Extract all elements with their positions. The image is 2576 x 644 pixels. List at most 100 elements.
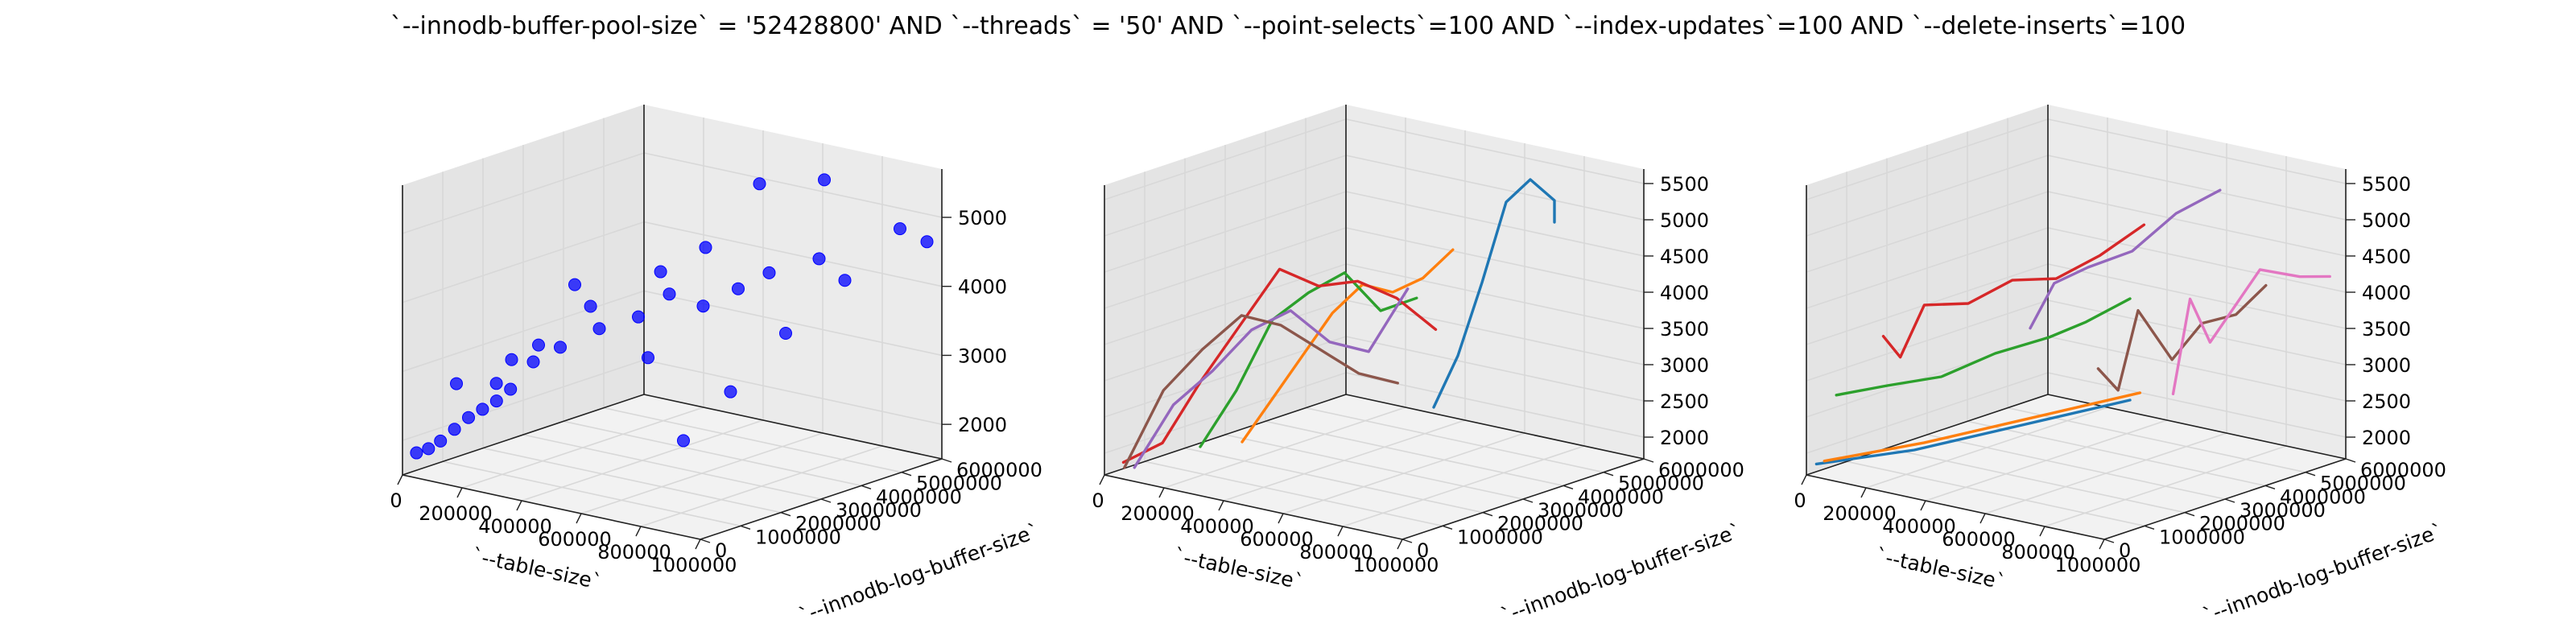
y-tick-mark	[2144, 525, 2155, 530]
z-tick-label: 3000	[1660, 354, 1709, 377]
z-gridline-back	[2047, 299, 2347, 365]
z-tick-label: 2000	[958, 414, 1007, 436]
z-gridline-side	[1806, 155, 2049, 237]
scatter-point	[724, 385, 737, 398]
x-tick-label: 1000000	[651, 554, 737, 576]
series-line-5	[1133, 287, 1410, 469]
x-tick-label: 600000	[1942, 528, 2016, 551]
scatter-point	[554, 341, 567, 354]
scatter-point	[410, 446, 423, 460]
x-tick-label: 800000	[2001, 541, 2075, 564]
z-tick-label: 5500	[2362, 173, 2411, 196]
z-gridline-side	[1806, 191, 2049, 273]
x-axis-line	[402, 474, 701, 540]
y-gridline-floor	[1224, 434, 1524, 500]
y-tick-label: 3000000	[1538, 499, 1624, 522]
back-pane	[644, 105, 942, 459]
z-gridline-back	[1345, 191, 1645, 257]
x-tick-mark	[1979, 513, 1986, 524]
z-tick-label: 5500	[1660, 173, 1709, 196]
scatter-point	[448, 423, 461, 436]
x-tick-label: 200000	[1121, 502, 1195, 525]
x-axis-line	[1104, 474, 1403, 540]
z-tick-label: 4000	[958, 276, 1007, 299]
y-tick-mark	[1603, 472, 1614, 477]
scatter-point	[505, 353, 518, 366]
z-gridline-back	[2047, 372, 2347, 438]
z-tick-label: 2000	[2362, 427, 2411, 449]
z-gridline-back	[2047, 118, 2347, 184]
scatter-point	[584, 299, 597, 313]
z-gridline-side	[1104, 263, 1347, 345]
z-gridline-back	[643, 359, 943, 425]
y-tick-label: 4000000	[1578, 485, 1664, 508]
z-gridline-side	[1104, 372, 1347, 454]
z-tick-label: 5000	[1660, 209, 1709, 232]
series-line-4	[1121, 267, 1438, 464]
scatter-point	[568, 278, 581, 291]
series-line-1	[1814, 398, 2132, 466]
z-tick-label: 3000	[2362, 354, 2411, 377]
series-line-2	[1241, 248, 1455, 444]
y-gridline-floor	[1886, 447, 2186, 514]
z-gridline-back	[2047, 191, 2347, 257]
y-tick-mark	[1563, 485, 1574, 489]
z-tick-label: 3000	[958, 345, 1007, 367]
x-tick-mark	[1860, 487, 1867, 498]
y-tick-label: 1000000	[1457, 526, 1543, 548]
z-gridline-back	[643, 152, 943, 218]
y-tick-mark	[780, 512, 791, 517]
z-tick-label: 4000	[1660, 282, 1709, 304]
z-tick-label: 3500	[1660, 318, 1709, 341]
x-tick-label: 400000	[478, 515, 552, 538]
series-line-4	[1881, 223, 2146, 359]
scatter-point	[696, 299, 710, 313]
z-gridline-side	[402, 359, 645, 441]
subplot-lines-3d-b: 0200000400000600000800000100000001000000…	[1794, 105, 2446, 628]
scatter-point	[504, 382, 518, 396]
pane-edge	[643, 394, 943, 460]
z-gridline-side	[1104, 227, 1347, 309]
series-line-5	[2029, 188, 2222, 330]
z-gridline-side	[1104, 118, 1347, 200]
scatter-point	[642, 351, 654, 365]
y-tick-label: 5000000	[1618, 473, 1704, 495]
z-gridline-side	[1806, 299, 2049, 382]
x-tick-label: 800000	[1299, 541, 1373, 564]
x-tick-mark	[695, 539, 701, 550]
y-tick-label: 0	[715, 539, 727, 562]
z-gridline-back	[1345, 263, 1645, 329]
x-axis-label: `--table-size`	[470, 543, 604, 593]
x-tick-label: 600000	[1240, 528, 1314, 551]
y-gridline-floor	[1926, 434, 2226, 500]
y-tick-mark	[820, 498, 832, 503]
y-tick-label: 2000000	[795, 513, 881, 535]
z-gridline-side	[402, 221, 645, 303]
scatter-point	[732, 282, 745, 295]
y-tick-mark	[861, 485, 872, 489]
scatter-point	[838, 274, 852, 287]
z-tick-label: 2500	[2362, 390, 2411, 413]
back-pane	[1346, 105, 1644, 459]
scatter-point	[422, 442, 436, 456]
y-tick-mark	[1522, 498, 1534, 503]
x-tick-mark	[1218, 500, 1224, 511]
y-tick-mark	[941, 458, 952, 463]
y-tick-mark	[740, 525, 751, 530]
y-tick-mark	[2184, 512, 2195, 517]
pane-edge	[402, 394, 645, 476]
y-tick-label: 1000000	[755, 526, 841, 548]
series-line-6	[1123, 314, 1400, 469]
figure-title: `--innodb-buffer-pool-size` = '52428800'…	[390, 12, 2186, 40]
series-line-3	[1199, 271, 1418, 448]
y-tick-label: 6000000	[2360, 459, 2446, 481]
z-gridline-back	[1345, 155, 1645, 221]
y-tick-label: 1000000	[2159, 526, 2245, 548]
scatter-point	[592, 322, 606, 336]
y-gridline-floor	[1305, 407, 1604, 473]
z-gridline-side	[1104, 155, 1347, 237]
y-gridline-floor	[1967, 420, 2266, 487]
x-axis-label: `--table-size`	[1874, 543, 2008, 593]
y-tick-label: 5000000	[2320, 473, 2406, 495]
scatter-point	[762, 266, 776, 279]
